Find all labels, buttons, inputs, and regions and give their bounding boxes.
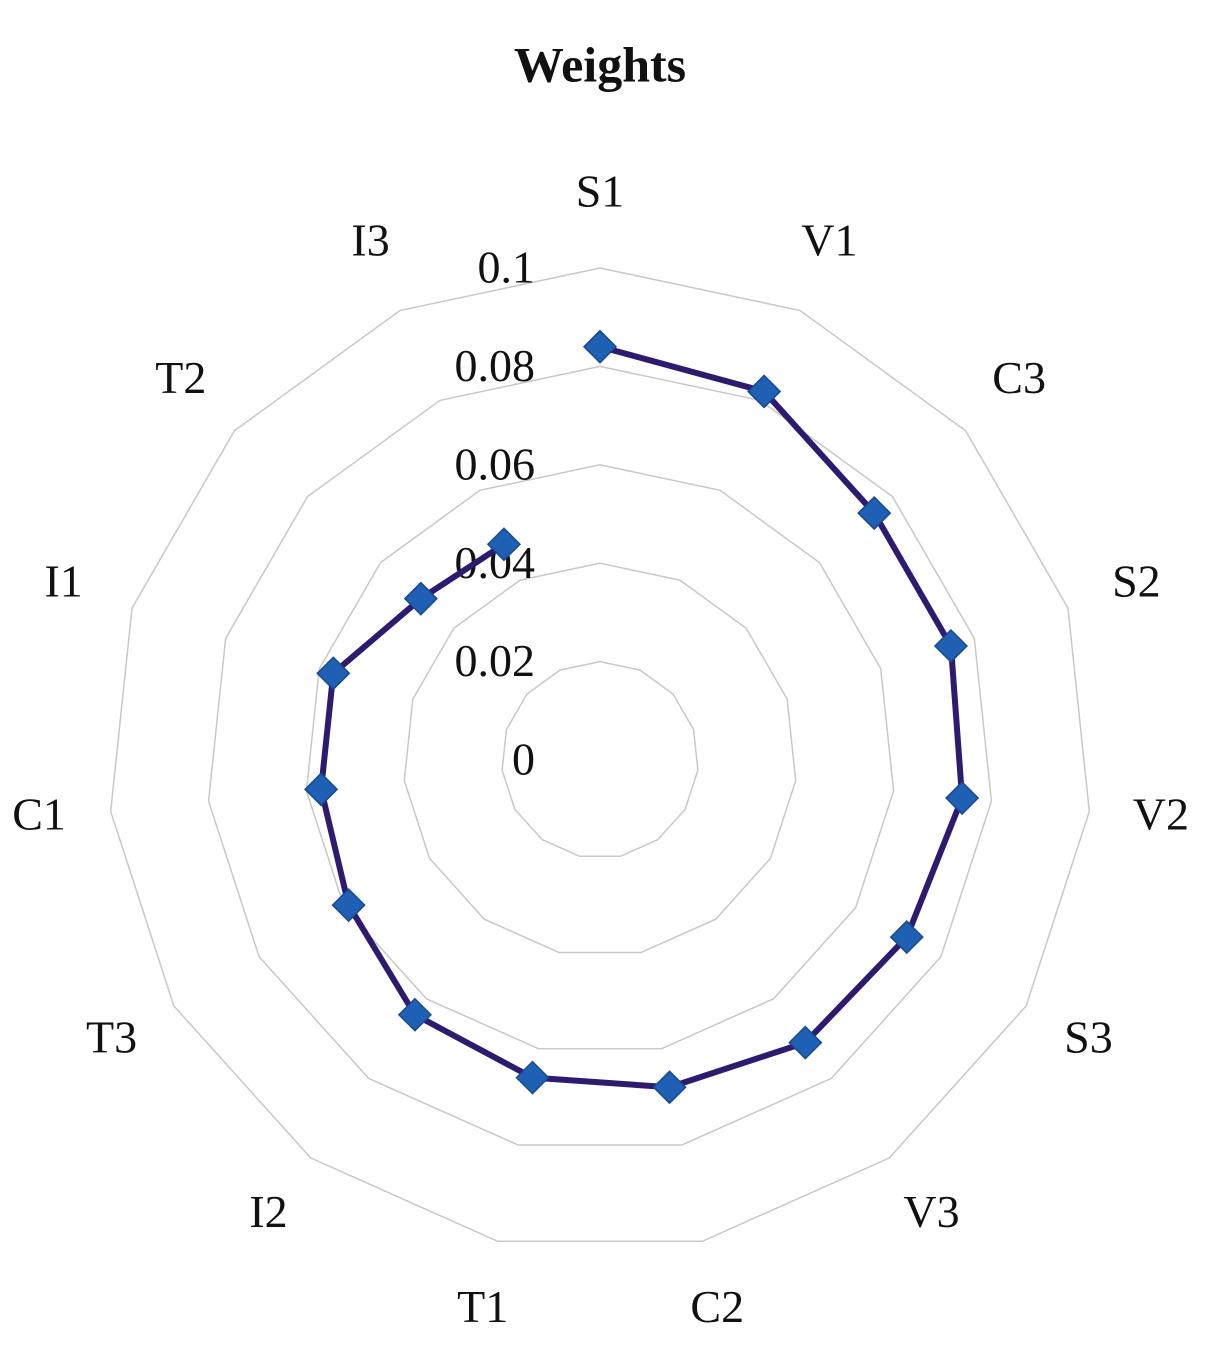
category-label: S3 <box>1064 1012 1113 1063</box>
category-label: C2 <box>690 1281 744 1332</box>
category-label: T1 <box>457 1281 508 1332</box>
category-label: V1 <box>801 214 857 265</box>
category-label: I2 <box>249 1186 287 1237</box>
grid-line <box>403 562 797 954</box>
chart-title: Weights <box>514 36 686 92</box>
data-marker <box>945 780 980 816</box>
y-tick-label: 0.1 <box>478 242 536 293</box>
data-marker <box>889 920 924 955</box>
data-marker <box>652 1070 687 1105</box>
category-label: S1 <box>576 166 625 217</box>
category-label: C1 <box>12 789 66 840</box>
grid-line <box>207 365 993 1146</box>
data-marker <box>316 656 351 691</box>
data-marker <box>331 888 366 923</box>
data-marker <box>397 997 432 1032</box>
data-marker <box>747 374 782 409</box>
y-tick-label: 0.02 <box>455 635 536 686</box>
grid-line <box>501 660 699 857</box>
data-marker <box>933 628 969 664</box>
data-marker <box>582 329 618 364</box>
y-tick-label: 0 <box>512 734 535 785</box>
category-label: T3 <box>86 1012 137 1063</box>
category-label: V2 <box>1133 789 1189 840</box>
data-marker <box>403 581 438 616</box>
category-label: I3 <box>351 214 389 265</box>
category-label: C3 <box>992 352 1046 403</box>
category-label: T2 <box>155 352 206 403</box>
grid-line <box>109 267 1091 1242</box>
category-label: S2 <box>1112 555 1161 606</box>
category-label: V3 <box>903 1186 959 1237</box>
data-marker <box>304 772 339 807</box>
category-label: I1 <box>44 555 82 606</box>
y-tick-label: 0.06 <box>455 438 536 489</box>
data-marker <box>857 496 892 531</box>
series-line <box>318 343 966 1091</box>
data-marker <box>788 1025 823 1060</box>
data-marker <box>486 527 522 562</box>
y-tick-label: 0.08 <box>455 340 536 391</box>
grid-line <box>305 464 895 1050</box>
data-marker <box>515 1060 550 1095</box>
